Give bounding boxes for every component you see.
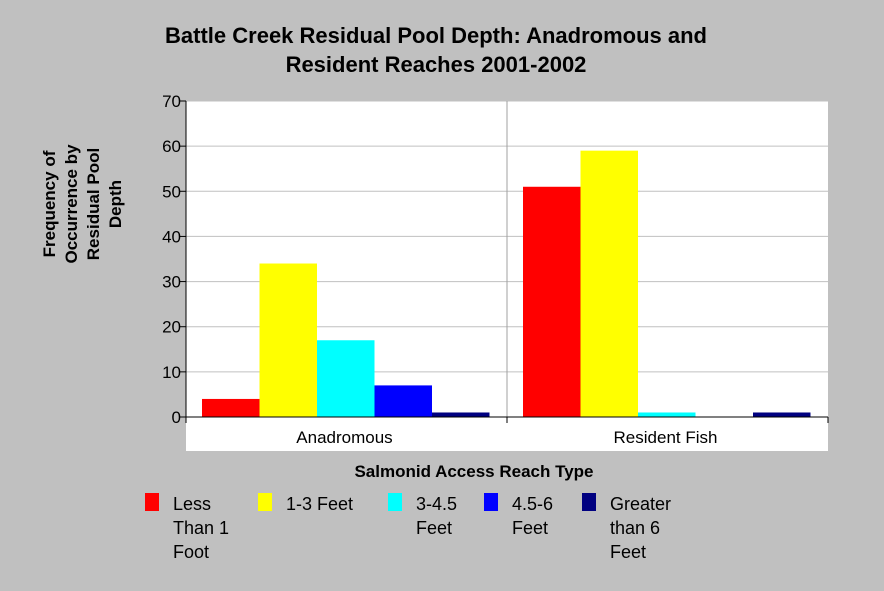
chart-title-line: Resident Reaches 2001-2002 (286, 52, 587, 77)
chart-title-line: Battle Creek Residual Pool Depth: Anadro… (165, 23, 707, 48)
y-tick-label: 40 (162, 227, 181, 246)
bars (202, 150, 811, 417)
legend-item: 1-3 Feet (258, 493, 353, 514)
bar (374, 385, 432, 417)
y-axis-title-line: Depth (106, 180, 125, 228)
y-axis-title-line: Residual Pool (84, 148, 103, 260)
x-category-labels: Anadromous Resident Fish (296, 428, 717, 447)
axes (180, 100, 829, 423)
legend-label: Greater (610, 494, 671, 514)
y-tick-label: 70 (162, 92, 181, 111)
legend-label: Foot (173, 542, 209, 562)
y-axis-title-line: Occurrence by (62, 144, 81, 264)
bar (432, 412, 490, 417)
y-tick-label: 10 (162, 363, 181, 382)
legend-label: 4.5-6 (512, 494, 553, 514)
legend-label: 3-4.5 (416, 494, 457, 514)
legend-swatch (388, 493, 402, 511)
chart-title: Battle Creek Residual Pool Depth: Anadro… (165, 23, 707, 77)
legend-label: Feet (512, 518, 548, 538)
legend-label: Than 1 (173, 518, 229, 538)
y-tick-labels: 0 10 20 30 40 50 60 70 (162, 92, 181, 427)
bar (523, 186, 581, 417)
x-category-label: Anadromous (296, 428, 392, 447)
legend-item: 4.5-6 Feet (484, 493, 553, 538)
legend-swatch (258, 493, 272, 511)
legend-label: Feet (416, 518, 452, 538)
legend-item: Greater than 6 Feet (582, 493, 671, 562)
y-tick-label: 30 (162, 273, 181, 292)
y-tick-label: 50 (162, 182, 181, 201)
bar (638, 412, 696, 417)
bar (580, 150, 638, 417)
legend-swatch (582, 493, 596, 511)
y-axis-title: Frequency of Occurrence by Residual Pool De… (40, 144, 125, 264)
legend-swatch (484, 493, 498, 511)
legend-item: Less Than 1 Foot (145, 493, 229, 562)
x-axis-title: Salmonid Access Reach Type (354, 462, 593, 481)
y-tick-label: 20 (162, 318, 181, 337)
legend-label: than 6 (610, 518, 660, 538)
y-axis-title-line: Frequency of (40, 150, 59, 257)
x-category-label: Resident Fish (614, 428, 718, 447)
legend-item: 3-4.5 Feet (388, 493, 457, 538)
legend-label: 1-3 Feet (286, 494, 353, 514)
y-tick-label: 0 (172, 408, 181, 427)
legend-label: Feet (610, 542, 646, 562)
y-tick-label: 60 (162, 137, 181, 156)
bar (753, 412, 811, 417)
legend-label: Less (173, 494, 211, 514)
legend: Less Than 1 Foot 1-3 Feet 3-4.5 Feet 4.5-6 Feet… (145, 493, 671, 562)
bar (202, 398, 260, 417)
bar (259, 263, 317, 417)
legend-swatch (145, 493, 159, 511)
bar (317, 340, 375, 417)
